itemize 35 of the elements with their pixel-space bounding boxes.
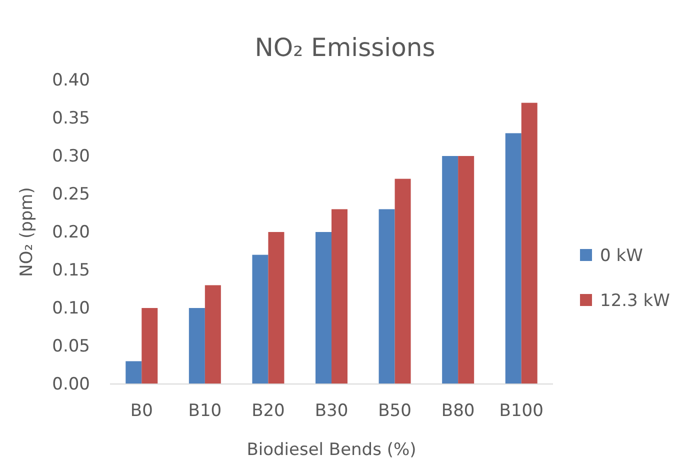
bar — [188, 308, 205, 384]
x-tick-label: B0 — [130, 401, 153, 422]
y-tick-label: 0.10 — [52, 298, 90, 318]
bar — [332, 209, 348, 384]
x-tick-label: B30 — [314, 401, 348, 422]
y-tick-label: 0.40 — [52, 70, 90, 90]
chart-title: NO₂ Emissions — [254, 33, 436, 62]
bar — [378, 209, 395, 384]
x-tick-label: B50 — [378, 401, 412, 422]
y-tick-label: 0.05 — [52, 336, 90, 356]
x-axis-title: Biodiesel Bends (%) — [246, 440, 416, 460]
y-tick-label: 0.00 — [52, 374, 90, 394]
bar — [252, 254, 268, 384]
y-tick-label: 0.35 — [52, 108, 90, 128]
y-axis-title: NO₂ (ppm) — [17, 187, 37, 277]
x-tick-label: B10 — [188, 401, 222, 422]
y-tick-label: 0.20 — [52, 222, 90, 242]
bar — [268, 232, 284, 384]
x-tick-label: B100 — [499, 401, 544, 422]
bar — [458, 156, 474, 384]
bar — [442, 156, 458, 384]
x-tick-label: B20 — [252, 401, 285, 422]
legend-label: 0 kW — [600, 246, 644, 266]
bar — [142, 308, 158, 384]
bar — [316, 232, 332, 384]
y-tick-label: 0.25 — [52, 184, 90, 204]
y-tick-label: 0.15 — [52, 260, 90, 280]
legend-label: 12.3 kW — [600, 291, 670, 311]
y-tick-label: 0.30 — [52, 146, 90, 166]
bar — [505, 133, 522, 384]
bar — [204, 285, 221, 384]
bar — [394, 178, 411, 384]
bar — [126, 361, 142, 384]
bar — [521, 102, 538, 384]
x-tick-label: B80 — [441, 401, 475, 422]
